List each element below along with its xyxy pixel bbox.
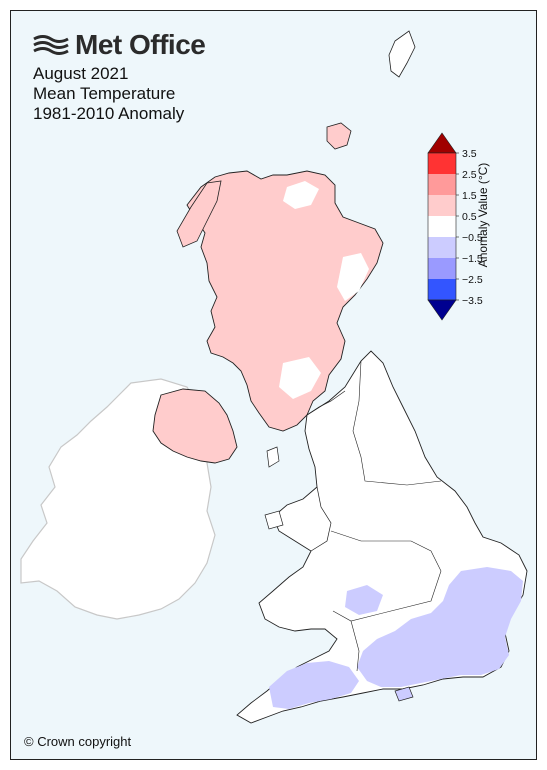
midlands-cool-patch <box>345 585 383 615</box>
england-internal-boundaries <box>352 360 442 486</box>
colorbar-tick-label: 1.5 <box>462 190 477 202</box>
scotland-region <box>186 170 384 432</box>
northern-ireland-region <box>152 388 238 464</box>
uk-map <box>20 30 528 724</box>
map-title: August 2021 Mean Temperature 1981-2010 A… <box>33 64 184 124</box>
copyright-notice: © Crown copyright <box>24 734 132 749</box>
colorbar-tick-label: 0.5 <box>462 211 477 223</box>
colorbar-extend-top <box>427 132 457 154</box>
scotland-white-patch-north <box>283 181 319 209</box>
outer-hebrides <box>176 180 222 248</box>
colorbar-band <box>428 216 456 237</box>
title-variable: Mean Temperature <box>33 84 176 103</box>
colorbar-extend-bottom <box>427 299 457 321</box>
southwest-cool-anomaly <box>269 661 359 709</box>
colorbar-band <box>428 195 456 216</box>
title-baseline: 1981-2010 Anomaly <box>33 104 185 123</box>
colorbar-tick-label: −2.5 <box>462 274 483 286</box>
met-office-logo: Met Office <box>33 29 206 61</box>
colorbar-band <box>428 153 456 174</box>
colorbar-tick-label: 3.5 <box>462 148 477 160</box>
colorbar-band <box>428 174 456 195</box>
colorbar-tick-label: −0.5 <box>462 232 483 244</box>
colorbar-label: Anomaly Value (°C) <box>476 162 490 268</box>
scotland-white-patch-south <box>279 357 321 399</box>
scotland-england-border <box>306 390 346 416</box>
wave-lines-icon <box>33 35 69 55</box>
scotland-white-patch-east <box>337 253 369 301</box>
shetland-islands <box>388 30 416 78</box>
colorbar-band <box>428 279 456 300</box>
south-england-cool-anomaly <box>357 567 523 687</box>
south-boundary <box>350 620 360 672</box>
map-frame: Met Office August 2021 Mean Temperature … <box>10 10 537 760</box>
colorbar-band <box>428 237 456 258</box>
isle-of-wight <box>394 686 414 702</box>
isle-of-man <box>266 446 280 468</box>
colorbar-tick-label: −3.5 <box>462 295 483 307</box>
colorbar-tick-label: −1.5 <box>462 253 483 265</box>
title-month: August 2021 <box>33 64 129 83</box>
colorbar-band <box>428 258 456 279</box>
anomaly-colorbar: 3.5 2.5 1.5 0.5 −0.5 −1.5 −2.5 −3.5 <box>427 132 483 321</box>
brand-name: Met Office <box>75 29 206 60</box>
wales-england-border <box>310 486 332 552</box>
orkney-islands <box>326 122 352 150</box>
midlands-boundary <box>330 530 442 622</box>
colorbar-tick-label: 2.5 <box>462 169 477 181</box>
anglesey <box>264 510 284 530</box>
